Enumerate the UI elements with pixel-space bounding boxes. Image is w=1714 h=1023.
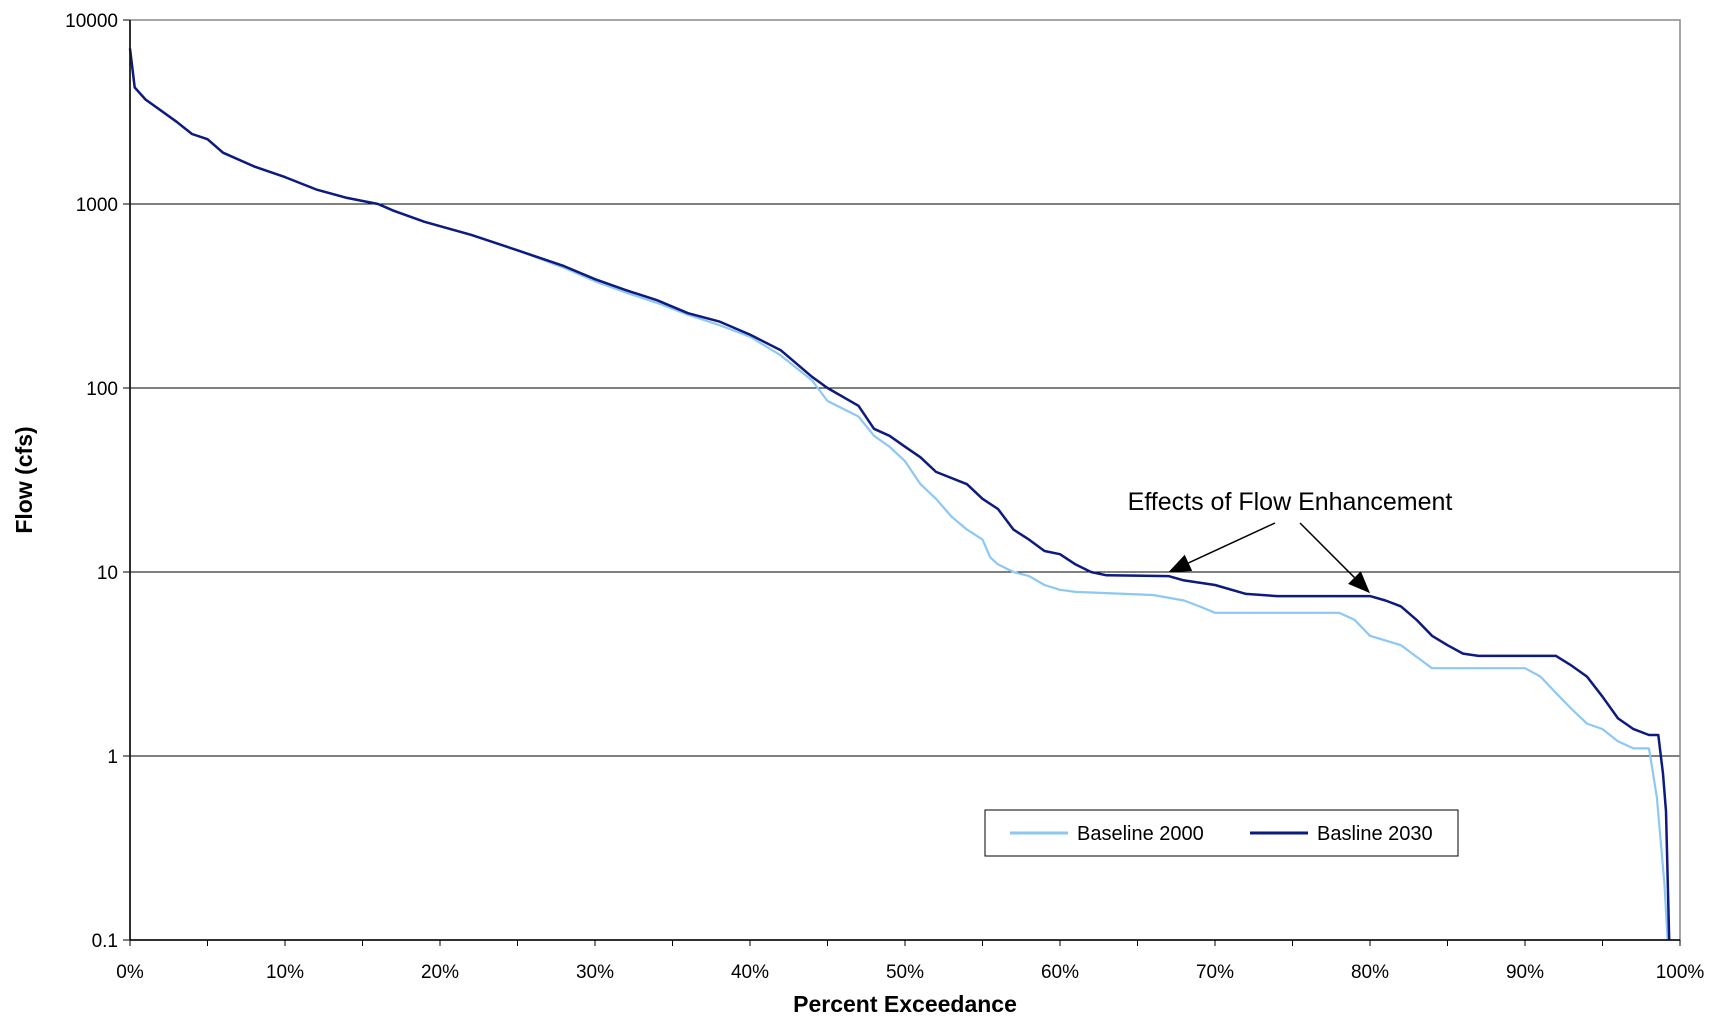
series-line-basline-2030 bbox=[128, 48, 1671, 941]
y-tick-labels: 10000 1000 100 10 1 0.1 bbox=[65, 11, 118, 952]
x-axis-title: Percent Exceedance bbox=[793, 991, 1017, 1017]
gridlines bbox=[130, 19, 1680, 941]
y-tick-label: 10000 bbox=[65, 11, 118, 32]
y-tick-label: 100 bbox=[86, 379, 118, 400]
y-tick-label: 1000 bbox=[76, 195, 118, 216]
x-tick-label: 100% bbox=[1656, 962, 1705, 983]
x-tick-label: 50% bbox=[886, 962, 924, 983]
plot-border bbox=[129, 19, 1681, 941]
legend-label-basline-2030: Basline 2030 bbox=[1317, 823, 1433, 845]
y-tick-label: 1 bbox=[107, 747, 118, 768]
axes bbox=[123, 19, 1681, 946]
x-tick-label: 0% bbox=[116, 962, 144, 983]
x-tick-label: 60% bbox=[1041, 962, 1079, 983]
y-axis-title: Flow (cfs) bbox=[11, 426, 37, 533]
x-tick-label: 90% bbox=[1506, 962, 1544, 983]
x-tick-label: 20% bbox=[421, 962, 459, 983]
annotation-arrow-shaft bbox=[1188, 522, 1276, 564]
legend: Baseline 2000 Basline 2030 bbox=[984, 809, 1459, 857]
legend-label-baseline-2000: Baseline 2000 bbox=[1077, 823, 1204, 845]
x-tick-label: 30% bbox=[576, 962, 614, 983]
x-tick-label: 10% bbox=[266, 962, 304, 983]
annotation: Effects of Flow Enhancement bbox=[1128, 488, 1453, 594]
annotation-arrowhead bbox=[1348, 571, 1370, 594]
x-tick-label: 70% bbox=[1196, 962, 1234, 983]
annotation-text: Effects of Flow Enhancement bbox=[1128, 488, 1453, 516]
y-tick-label: 10 bbox=[97, 563, 118, 584]
annotation-arrowhead bbox=[1168, 554, 1193, 573]
series-lines bbox=[128, 48, 1671, 941]
y-tick-label: 0.1 bbox=[92, 931, 118, 952]
x-tick-label: 40% bbox=[731, 962, 769, 983]
x-tick-labels: 0% 10% 20% 30% 40% 50% 60% 70% 80% 90% 100% bbox=[116, 962, 1704, 983]
x-tick-label: 80% bbox=[1351, 962, 1389, 983]
annotation-arrow-shaft bbox=[1299, 522, 1355, 579]
annotation-arrows bbox=[1168, 522, 1370, 594]
